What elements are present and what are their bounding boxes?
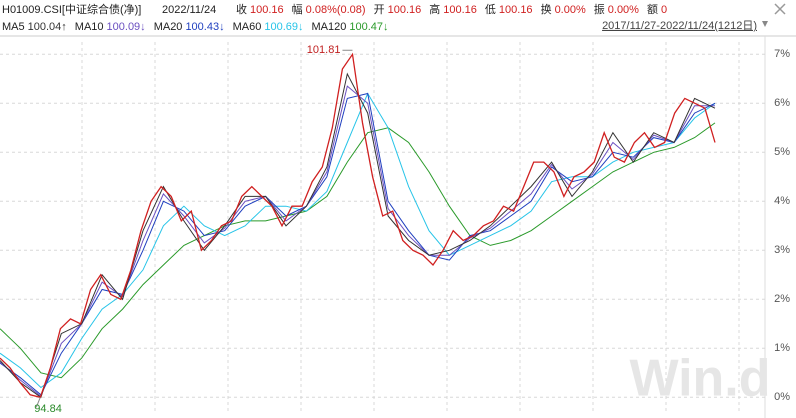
quote-value: 100.16 xyxy=(250,4,284,16)
ma-line xyxy=(0,85,715,398)
close-icon[interactable] xyxy=(774,3,786,15)
legend-name: MA5 xyxy=(2,21,25,33)
ma-line xyxy=(0,92,716,389)
legend-value: 100.69↓ xyxy=(264,21,303,33)
code: H01009.CSI[中证综合债(净)] xyxy=(2,2,141,16)
dropdown-icon[interactable] xyxy=(762,21,768,27)
legend-value: 100.09↓ xyxy=(107,21,146,33)
price-line xyxy=(0,52,716,399)
ma-line xyxy=(0,122,716,379)
y-tick-label: 6% xyxy=(774,97,790,109)
y-tick-label: 3% xyxy=(774,244,790,256)
legend-name: MA60 xyxy=(233,21,262,33)
min-marker xyxy=(35,397,41,408)
quote-label: 开 xyxy=(374,4,385,16)
legend-name: MA20 xyxy=(154,21,183,33)
y-tick-label: 2% xyxy=(774,293,790,305)
max-label: 101.81 xyxy=(307,44,341,56)
quote-label: 低 xyxy=(485,3,496,16)
legend-value: 100.04↑ xyxy=(28,21,67,33)
ma-line xyxy=(0,72,716,399)
legend-value: 100.47↓ xyxy=(349,21,388,33)
date-range[interactable]: 2017/11/27-2022/11/24(1212日) xyxy=(602,20,757,32)
quote-label: 额 xyxy=(647,3,658,16)
quote-value: 0.00% xyxy=(555,4,586,16)
date: 2022/11/24 xyxy=(162,4,216,16)
quote-label: 换 xyxy=(541,2,552,16)
quote-value: 100.16 xyxy=(388,4,422,16)
quote-value: 0.00% xyxy=(608,4,639,16)
legend-name: MA10 xyxy=(75,21,104,33)
legend-name: MA120 xyxy=(312,21,347,33)
quote-value: 100.16 xyxy=(499,4,533,16)
quote-label: 高 xyxy=(429,2,440,16)
y-tick-label: 1% xyxy=(774,342,790,354)
y-tick-label: 4% xyxy=(774,195,790,207)
quote-value: 0 xyxy=(661,4,667,16)
quote-value: 100.16 xyxy=(443,4,477,16)
quote-label: 振 xyxy=(594,2,605,16)
y-tick-label: 5% xyxy=(774,146,790,158)
ma-line xyxy=(0,92,716,396)
watermark: Win.d xyxy=(629,350,770,408)
legend-value: 100.43↓ xyxy=(185,21,224,33)
quote-label: 收 xyxy=(236,2,247,16)
quote-label: 幅 xyxy=(292,3,303,16)
y-tick-label: 0% xyxy=(774,391,790,403)
quote-value: 0.08%(0.08) xyxy=(306,4,366,16)
y-tick-label: 7% xyxy=(774,48,790,60)
min-label: 94.84 xyxy=(34,403,62,415)
